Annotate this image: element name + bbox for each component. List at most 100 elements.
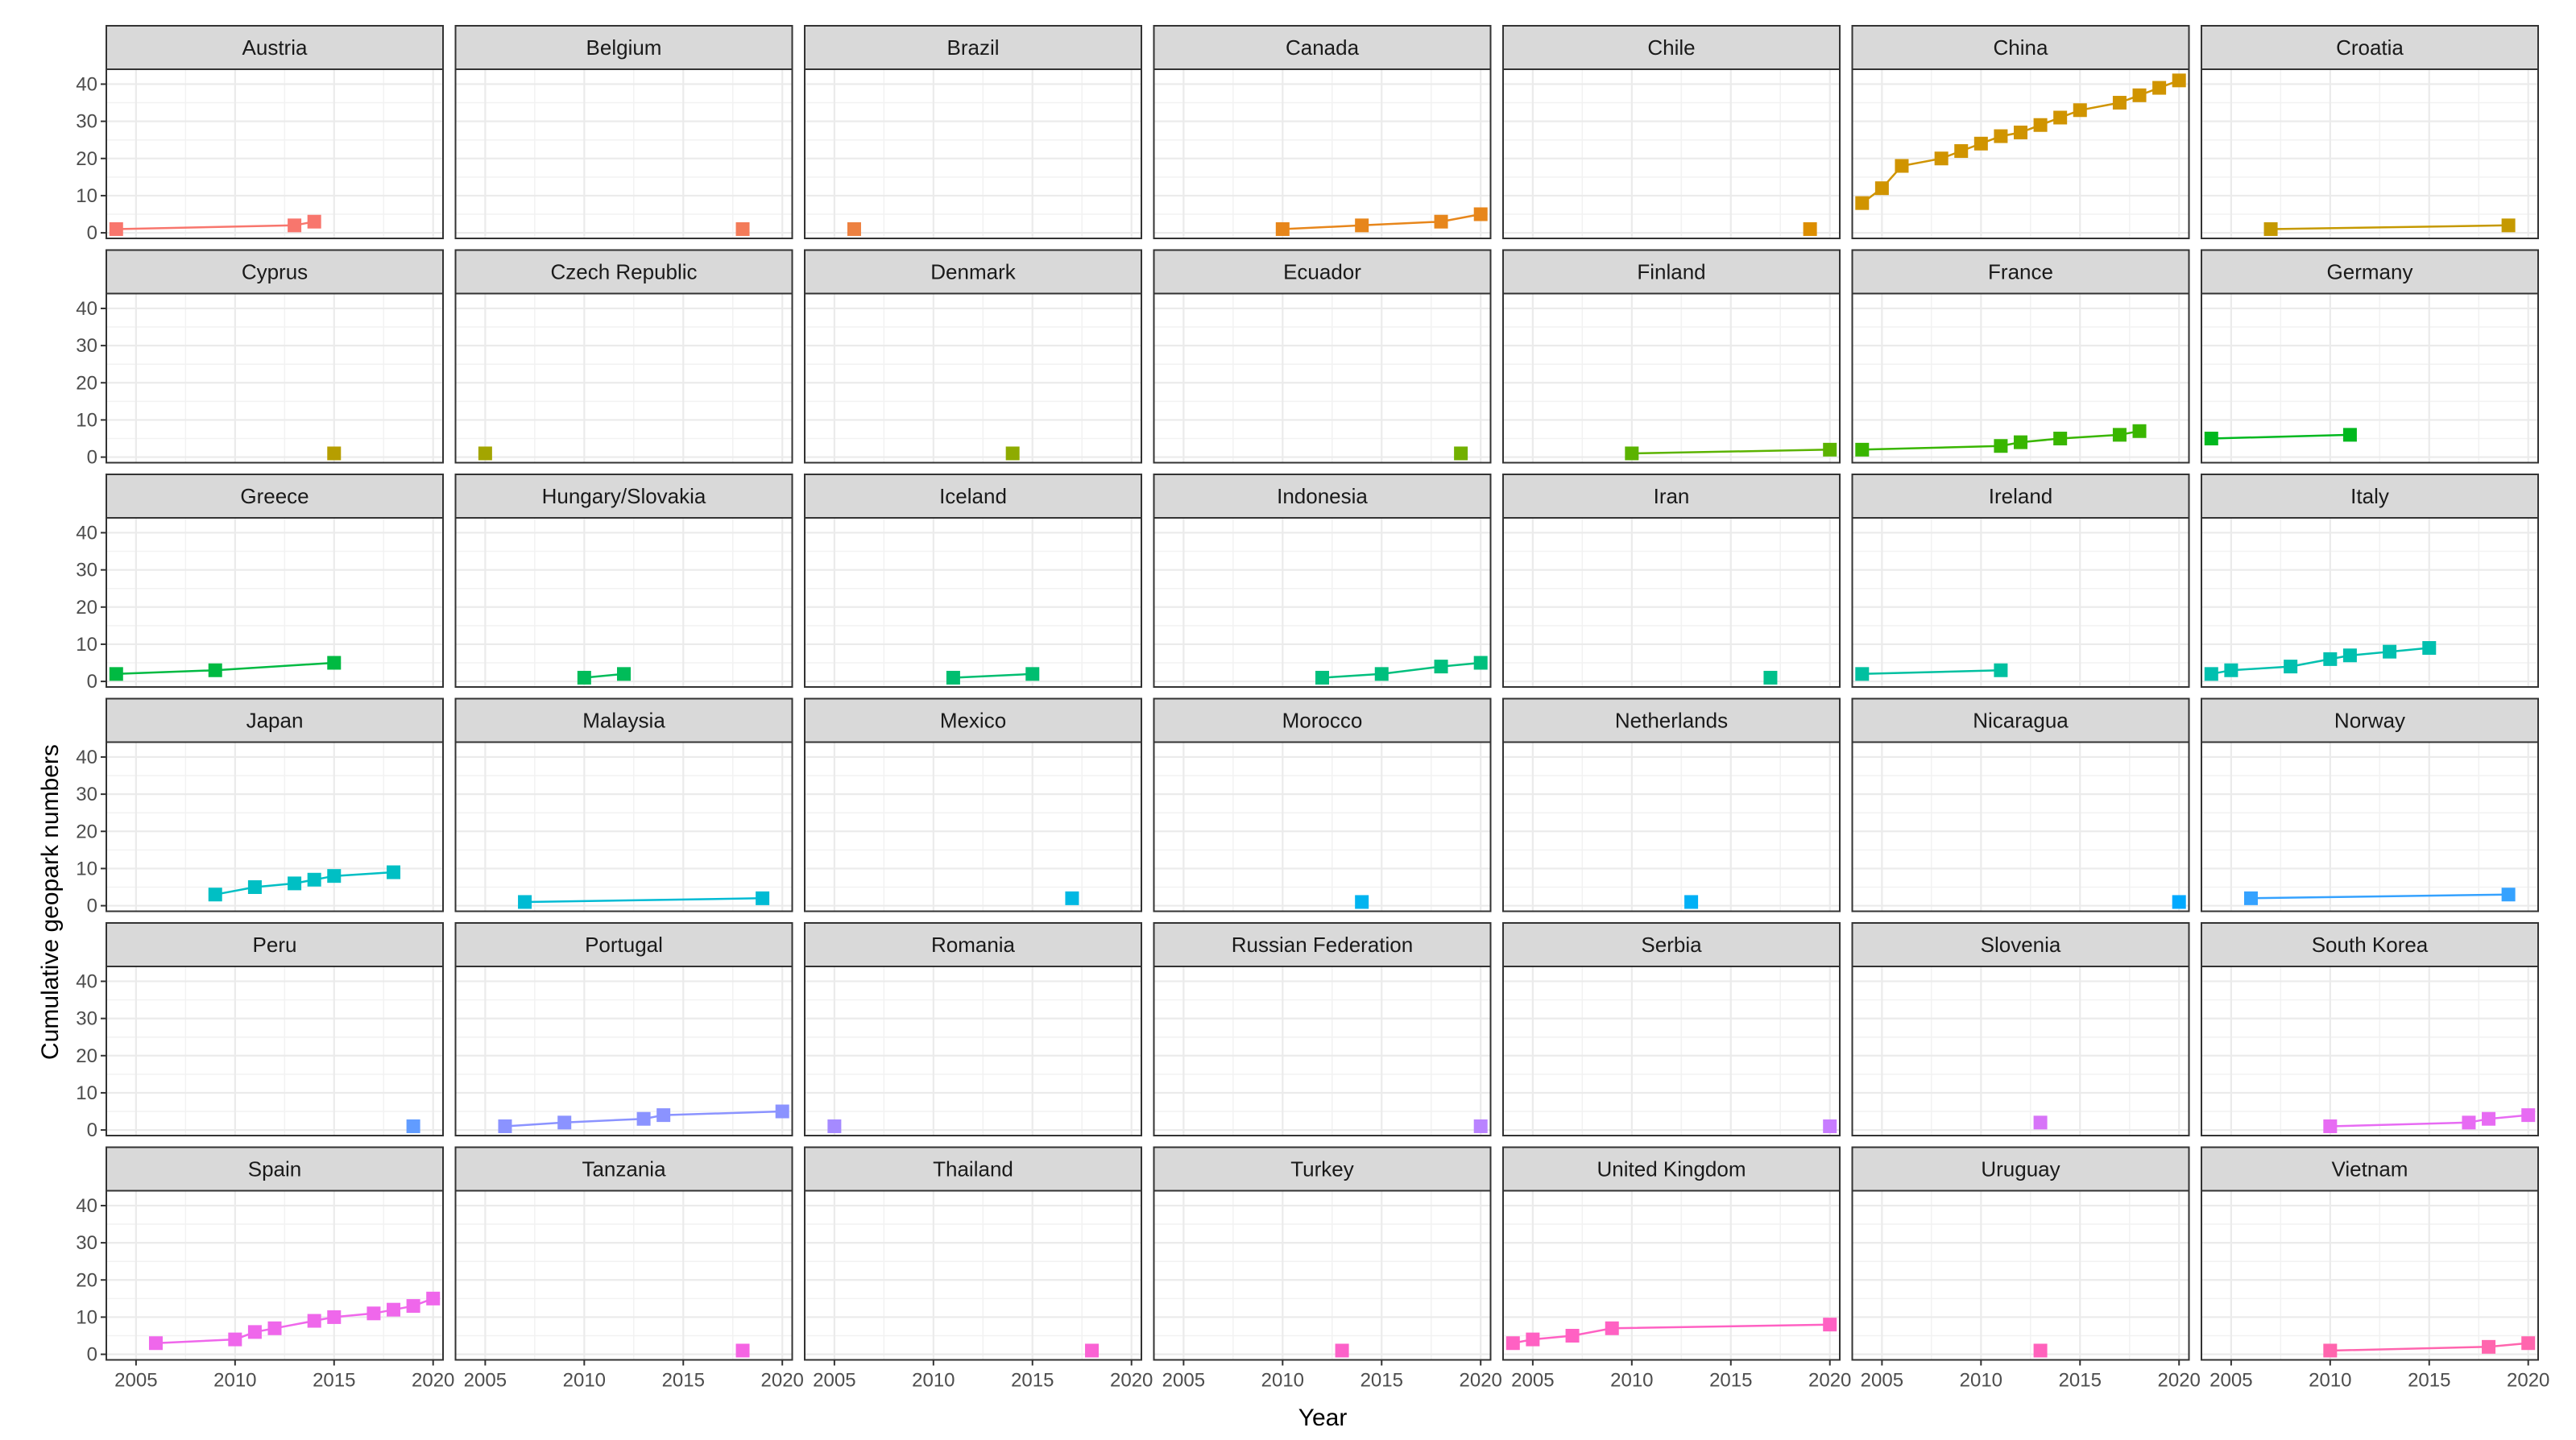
y-tick-label: 20	[76, 597, 97, 619]
y-tick-label: 20	[76, 372, 97, 394]
y-tick-label: 40	[76, 970, 97, 992]
x-tick-label: 2010	[1261, 1370, 1304, 1392]
facet-strip	[106, 25, 444, 70]
plot-background	[455, 1190, 793, 1360]
plot-background	[1153, 69, 1491, 238]
panel-border	[454, 966, 793, 1136]
facet-strip	[2201, 249, 2539, 295]
facet-panel: Norway	[2201, 697, 2539, 912]
facet-strip	[2201, 25, 2539, 70]
facet-strip-label: Japan	[246, 709, 304, 733]
plot-background	[1503, 518, 1840, 687]
panel-border	[106, 741, 444, 912]
y-tick-label: 30	[76, 560, 97, 581]
facet-strip	[106, 474, 444, 519]
facet-strip	[1153, 697, 1492, 743]
facet-strip-label: Belgium	[586, 35, 662, 60]
data-point	[2112, 96, 2127, 110]
facet-strip-label: Romania	[931, 933, 1016, 957]
facet-strip	[1502, 697, 1841, 743]
facet-strip	[1851, 922, 2190, 967]
facet-strip	[1153, 922, 1492, 967]
y-tick-label: 30	[76, 335, 97, 357]
y-tick-label: 0	[87, 1344, 97, 1366]
plot-background	[1153, 742, 1491, 912]
facet-panel: Canada	[1153, 25, 1492, 239]
panel-border	[1502, 966, 1841, 1136]
x-tick-label: 2020	[2507, 1370, 2549, 1392]
y-tick-label: 0	[87, 896, 97, 917]
panel-border	[804, 517, 1142, 688]
y-tick-label: 20	[76, 148, 97, 170]
data-point	[247, 880, 262, 894]
panel-border	[2201, 292, 2539, 464]
facet-strip-label: Spain	[248, 1157, 302, 1181]
data-point	[2172, 73, 2186, 88]
x-tick-label: 2005	[1162, 1370, 1205, 1392]
panel-border	[2201, 966, 2539, 1136]
facet-panel: Romania	[804, 922, 1142, 1136]
x-axis: 2005 2010 2015 2020 2005 2010 2015 2020 2005 2010…	[114, 1359, 2549, 1392]
data-point	[1625, 446, 1639, 461]
data-point	[2323, 652, 2338, 666]
facet-strip-label: Mexico	[940, 709, 1006, 733]
panel-border	[1153, 1190, 1492, 1361]
data-point	[406, 1119, 420, 1133]
data-point	[1684, 895, 1699, 909]
data-point	[1526, 1332, 1540, 1347]
facet-panel: Tanzania	[454, 1146, 793, 1361]
y-tick-label: 20	[76, 821, 97, 842]
facet-panel: Cyprus	[106, 249, 444, 464]
panel-border	[1153, 292, 1492, 464]
data-point	[847, 221, 861, 236]
facet-panel: Ireland	[1851, 474, 2190, 688]
facet-panel: Portugal	[454, 922, 793, 1136]
data-point	[636, 1111, 651, 1126]
facet-strip	[1502, 249, 1841, 295]
data-point	[288, 218, 302, 233]
data-point	[2323, 1119, 2338, 1133]
data-point	[2482, 1339, 2496, 1354]
x-tick-label: 2020	[1808, 1370, 1851, 1392]
data-point	[1895, 159, 1909, 173]
data-point	[247, 1325, 262, 1339]
facet-panel: Thailand	[804, 1146, 1142, 1361]
facet-strip	[804, 249, 1142, 295]
data-point	[2014, 125, 2027, 139]
data-point	[288, 876, 302, 891]
plot-background	[106, 742, 443, 912]
y-tick-label: 20	[76, 1269, 97, 1291]
x-tick-label: 2020	[2158, 1370, 2201, 1392]
plot-background	[2201, 742, 2538, 912]
facet-strip-label: Hungary/Slovakia	[542, 484, 706, 508]
series-line	[2251, 893, 2509, 900]
facet-strip	[804, 25, 1142, 70]
data-point	[2521, 1108, 2536, 1123]
facet-panel: Serbia	[1502, 922, 1841, 1136]
y-tick-label: 10	[76, 185, 97, 207]
facet-strip-label: Iceland	[939, 484, 1007, 508]
panel-border	[1851, 966, 2190, 1136]
facet-panel: Uruguay	[1851, 1146, 2190, 1361]
facet-strip	[106, 697, 444, 743]
facet-panel: Turkey	[1153, 1146, 1492, 1361]
data-point	[1025, 667, 1040, 681]
facet-strip-label: Finland	[1637, 260, 1705, 284]
data-point	[387, 865, 401, 879]
facet-strip-label: Peru	[253, 933, 297, 957]
data-point	[2342, 428, 2357, 442]
facet-strip	[804, 922, 1142, 967]
facet-panel: Japan	[106, 697, 444, 912]
facet-strip-label: Cyprus	[242, 260, 308, 284]
x-tick-label: 2010	[1610, 1370, 1653, 1392]
x-tick-label: 2010	[912, 1370, 955, 1392]
facet-strip-label: Malaysia	[582, 709, 665, 733]
facet-strip	[1851, 25, 2190, 70]
data-point	[2033, 118, 2048, 132]
x-tick-label: 2010	[1960, 1370, 2002, 1392]
y-tick-label: 40	[76, 522, 97, 544]
y-tick-label: 40	[76, 747, 97, 768]
facet-strip	[1851, 1146, 2190, 1192]
facet-strip	[454, 697, 793, 743]
data-point	[2172, 895, 2186, 909]
